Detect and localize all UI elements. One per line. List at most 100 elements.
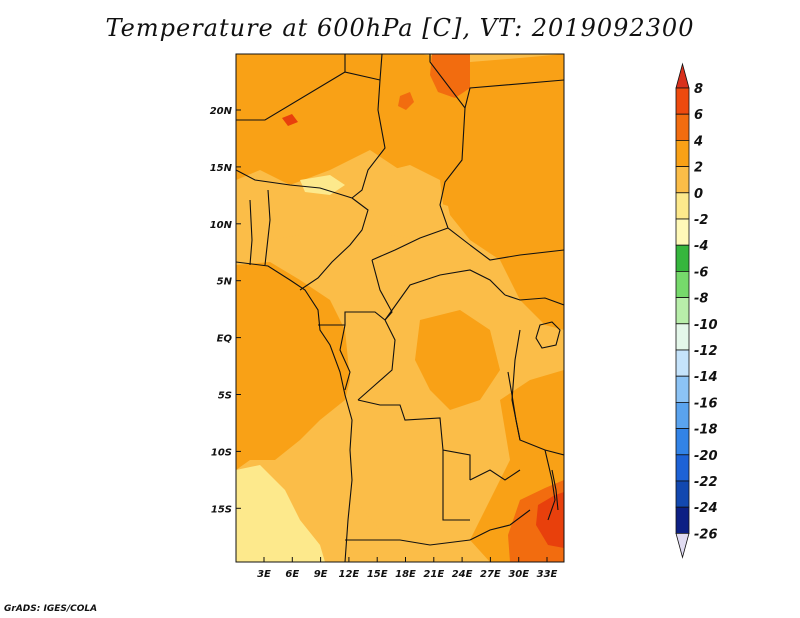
colorbar-label: -12 <box>694 344 718 359</box>
border-eqguinea-gabon <box>318 311 386 326</box>
border-niger-nigeria <box>236 169 353 199</box>
colorbar-segment <box>675 323 690 351</box>
lat-tick-label: EQ <box>217 334 233 345</box>
lat-tick-label: 15N <box>210 163 233 174</box>
lon-tick-label: 6E <box>285 569 299 580</box>
field-region-m2-0-southwest <box>236 465 325 562</box>
colorbar-segment <box>675 87 690 115</box>
colorbar-segment <box>675 244 690 272</box>
country-borders <box>236 54 564 562</box>
field-region-0-2-b <box>255 185 320 240</box>
lon-tick-label: 24E <box>452 569 473 580</box>
colorbar-segment <box>675 192 690 220</box>
field-region-6-8-northwest <box>282 114 298 126</box>
border-drc-zambia <box>469 469 521 481</box>
lake-victoria <box>535 321 561 349</box>
colorbar-label: -26 <box>694 527 718 542</box>
border-chad-car <box>371 227 449 261</box>
colorbar-segment <box>675 270 690 298</box>
border-congo-drc <box>357 319 396 401</box>
border-togo <box>249 199 253 266</box>
field-region-0-2-a <box>370 165 445 240</box>
lake-tanganyika <box>507 371 521 441</box>
border-southsudan-uganda <box>504 294 564 306</box>
border-drc-angola <box>357 399 471 480</box>
lat-tick-label: 10S <box>211 447 232 458</box>
colorbar-label: -20 <box>694 449 718 464</box>
colorbar-label: -24 <box>694 501 718 516</box>
field-region-m2-0-north <box>300 175 345 195</box>
border-sudan-southsudan <box>469 244 564 261</box>
border-niger-north <box>236 71 346 121</box>
colorbar-segment <box>675 401 690 429</box>
field-region-0-2-c <box>355 420 440 530</box>
longitude-axis: 3E 6E 9E 12E 15E 18E 21E 24E 27E 30E 33E <box>257 557 558 580</box>
lon-tick-label: 18E <box>395 569 416 580</box>
lon-tick-label: 9E <box>314 569 328 580</box>
colorbar-label: -2 <box>694 213 708 228</box>
colorbar-label: 6 <box>694 108 703 123</box>
border-nigeria-cameroon <box>299 197 369 291</box>
colorbar-segment <box>675 428 690 456</box>
lon-tick-label: 27E <box>480 569 501 580</box>
colorbar-label: 8 <box>694 82 703 97</box>
border-niger-chad <box>351 79 386 199</box>
lat-tick-label: 5S <box>218 391 232 402</box>
colorbar-label: 4 <box>693 134 703 149</box>
lat-tick-label: 5N <box>217 277 233 288</box>
border-zambia-zimbabwe <box>469 509 531 541</box>
colorbar-top-arrow <box>675 62 690 89</box>
colorbar-label: 2 <box>694 161 703 176</box>
colorbar-label: -16 <box>694 396 718 411</box>
border-malawi <box>544 449 556 521</box>
colorbar-segment <box>675 139 690 167</box>
lat-tick-label: 15S <box>211 504 232 515</box>
lake-malawi <box>551 469 559 511</box>
colorbar-segment <box>675 218 690 246</box>
lon-tick-label: 21E <box>423 569 444 580</box>
border-benin-nigeria <box>264 189 271 266</box>
colorbar-segment <box>675 454 690 482</box>
colorbar-bottom-arrow <box>675 533 690 559</box>
field-region-4-6-spot <box>398 92 414 110</box>
map-frame <box>235 53 565 563</box>
field-region-2-4-center <box>415 310 500 410</box>
border-angola-namibia <box>345 539 471 546</box>
colorbar-segment <box>675 375 690 403</box>
lon-tick-label: 3E <box>257 569 271 580</box>
colorbar-segment <box>675 113 690 141</box>
colorbar-label: -10 <box>694 318 718 333</box>
colorbar-segment <box>675 297 690 325</box>
field-region-4-6-north <box>430 54 470 98</box>
colorbar-label: 0 <box>694 187 703 202</box>
latitude-axis: 20N 15N 10N 5N EQ 5S 10S 15S <box>210 106 241 515</box>
lon-tick-label: 33E <box>537 569 558 580</box>
grads-credit: GrADS: IGES/COLA <box>4 604 98 614</box>
lon-tick-label: 15E <box>367 569 388 580</box>
chart-title: Temperature at 600hPa [C], VT: 201909230… <box>105 14 695 42</box>
colorbar-segment <box>675 349 690 377</box>
field-region-6-8-southeast <box>536 492 564 548</box>
border-gabon-congo <box>339 324 351 391</box>
lat-tick-label: 10N <box>210 220 233 231</box>
field-region-2-4-north <box>236 54 564 300</box>
border-angola-zambia <box>442 450 470 521</box>
colorbar-segment <box>675 480 690 508</box>
coastline-west <box>236 261 353 562</box>
border-chad-sudan <box>439 107 471 246</box>
colorbar-label: -4 <box>694 239 708 254</box>
temperature-field <box>236 54 564 562</box>
lat-tick-label: 20N <box>210 106 233 117</box>
colorbar-label: -8 <box>694 292 708 307</box>
colorbar-label: -6 <box>694 265 708 280</box>
lon-tick-label: 30E <box>508 569 529 580</box>
colorbar-label: -22 <box>694 475 718 490</box>
colorbar: 8 6 4 2 0 -2 -4 -6 -8 -10 -12 -14 -16 -18 -20 -22 -24 -26 <box>675 62 718 559</box>
border-algeria-libya <box>344 54 383 81</box>
colorbar-label: -18 <box>694 423 718 438</box>
colorbar-segment <box>675 506 690 534</box>
colorbar-segment <box>675 166 690 194</box>
lon-tick-label: 12E <box>339 569 360 580</box>
field-region-2-4-west <box>236 262 350 470</box>
